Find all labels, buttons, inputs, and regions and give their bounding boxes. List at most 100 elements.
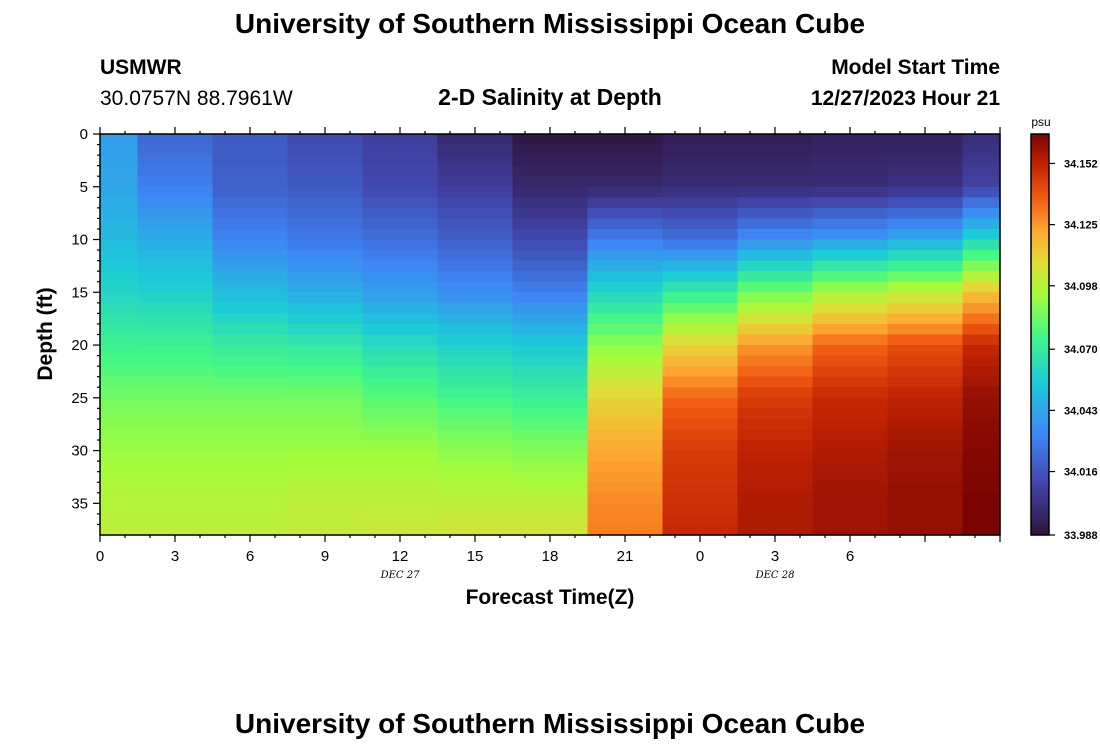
heatmap-cell <box>100 165 139 177</box>
heatmap-cell <box>100 134 139 146</box>
heatmap-cell <box>100 366 139 378</box>
heatmap-cell <box>287 228 364 241</box>
heatmap-cell <box>587 197 664 209</box>
heatmap-cell <box>437 197 514 209</box>
heatmap-cell <box>662 355 739 367</box>
heatmap-cell <box>437 450 514 462</box>
heatmap-cell <box>212 429 289 441</box>
heatmap-cell <box>137 165 214 177</box>
y-tick-label: 35 <box>71 495 88 512</box>
heatmap-cell <box>662 323 739 336</box>
heatmap-cell <box>587 239 664 251</box>
heatmap-cell <box>887 492 964 504</box>
heatmap-cell <box>737 218 814 230</box>
heatmap-cell <box>437 165 514 177</box>
y-tick-label: 5 <box>80 179 88 196</box>
heatmap-cell <box>362 271 439 283</box>
y-axis-label: Depth (ft) <box>34 287 57 380</box>
heatmap-cell <box>137 176 214 188</box>
heatmap-cell <box>812 176 889 188</box>
colorbar-tick-label: 34.043 <box>1064 405 1098 417</box>
heatmap-cell <box>100 503 139 515</box>
x-tick-label: 3 <box>771 548 779 565</box>
heatmap-cell <box>512 471 589 483</box>
heatmap-cell <box>212 471 289 483</box>
heatmap-cell <box>512 482 589 494</box>
heatmap-cell <box>100 429 139 441</box>
heatmap-cell <box>587 450 664 462</box>
heatmap-cell <box>437 376 514 388</box>
heatmap-cell <box>212 250 289 262</box>
heatmap-cell <box>737 260 814 272</box>
date-label: DEC 28 <box>755 570 795 581</box>
heatmap-cell <box>662 155 739 167</box>
heatmap-cell <box>287 197 364 209</box>
heatmap-cell <box>587 250 664 262</box>
heatmap-cell <box>437 323 514 336</box>
heatmap-cell <box>812 313 889 325</box>
heatmap-cell <box>887 186 964 198</box>
heatmap-cell <box>137 376 214 388</box>
heatmap-cell <box>812 292 889 304</box>
heatmap-cell <box>362 239 439 251</box>
heatmap-cell <box>512 334 589 346</box>
x-tick-label: 9 <box>321 548 329 565</box>
heatmap-cell <box>212 302 289 314</box>
heatmap-cell <box>737 271 814 283</box>
heatmap-cell <box>587 144 664 156</box>
heatmap-cell <box>362 334 439 346</box>
x-tick-label: 6 <box>246 548 254 565</box>
heatmap-cell <box>100 218 139 230</box>
heatmap-cell <box>100 239 139 251</box>
heatmap-cell <box>662 524 739 536</box>
x-axis-label: Forecast Time(Z) <box>466 586 635 609</box>
heatmap-cell <box>887 376 964 388</box>
heatmap-cell <box>887 355 964 367</box>
axes: 0 3 6 9 12 15 18 21 0 3 6 DEC 27 DEC 28 0 5 10 15 20 25 30 3… <box>71 126 1001 581</box>
heatmap-cell <box>812 524 889 536</box>
heatmap-cell <box>512 144 589 156</box>
heatmap-cell <box>962 313 1001 325</box>
heatmap-cell <box>887 218 964 230</box>
heatmap-cell <box>662 450 739 462</box>
heatmap-cell <box>362 302 439 314</box>
heatmap-cell <box>662 376 739 388</box>
heatmap-cell <box>437 524 514 536</box>
heatmap-cell <box>812 471 889 483</box>
heatmap-cell <box>362 366 439 378</box>
heatmap-cell <box>812 302 889 314</box>
heatmap-cell <box>137 492 214 504</box>
heatmap-cell <box>512 313 589 325</box>
heatmap-cell <box>887 176 964 188</box>
heatmap-cell <box>887 524 964 536</box>
heatmap-cell <box>287 471 364 483</box>
heatmap-cell <box>962 165 1001 177</box>
heatmap-cell <box>100 461 139 473</box>
heatmap-cell <box>437 397 514 409</box>
heatmap-cell <box>137 250 214 262</box>
heatmap-cell <box>887 134 964 146</box>
heatmap-cell <box>512 165 589 177</box>
heatmap-cell <box>587 186 664 198</box>
heatmap-cell <box>137 450 214 462</box>
heatmap-cell <box>137 313 214 325</box>
heatmap-cell <box>137 471 214 483</box>
heatmap-cell <box>362 387 439 399</box>
heatmap-cell <box>812 271 889 283</box>
heatmap-cell <box>137 186 214 198</box>
heatmap-cell <box>812 450 889 462</box>
heatmap-cell <box>587 176 664 188</box>
station-name: USMWR <box>100 56 182 79</box>
heatmap-cell <box>812 260 889 272</box>
heatmap-cell <box>512 250 589 262</box>
x-tick-label: 6 <box>846 548 854 565</box>
heatmap-cell <box>512 186 589 198</box>
heatmap-cell <box>737 461 814 473</box>
heatmap-cell <box>737 281 814 293</box>
heatmap-cell <box>737 292 814 304</box>
heatmap-cell <box>287 513 364 526</box>
heatmap-cell <box>100 376 139 388</box>
heatmap-cell <box>587 271 664 283</box>
heatmap-cell <box>812 134 889 146</box>
heatmap-cell <box>812 513 889 526</box>
